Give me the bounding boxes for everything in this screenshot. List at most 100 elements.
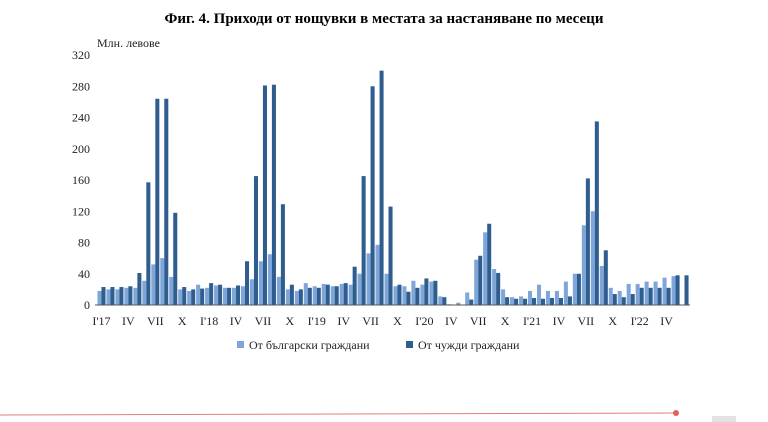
bar-foreign (567, 296, 572, 305)
bar-foreign (469, 299, 474, 305)
bar-foreign (110, 287, 115, 305)
bar-foreign (388, 206, 393, 305)
bar-foreign (316, 287, 321, 305)
bar-foreign (496, 272, 501, 305)
bar-foreign (253, 176, 259, 305)
bar-bulgarian (599, 265, 604, 305)
bar-foreign (352, 266, 357, 305)
bar-bulgarian (411, 280, 416, 305)
x-tick-label: X (501, 314, 510, 328)
bar-bulgarian (330, 286, 335, 305)
bar-bulgarian (420, 284, 425, 305)
bar-foreign (424, 278, 429, 305)
bar-foreign (289, 284, 294, 305)
bar-bulgarian (133, 287, 138, 305)
bar-foreign (343, 283, 348, 306)
bar-bulgarian (590, 211, 595, 305)
footer-line (0, 412, 677, 416)
bar-foreign (532, 297, 537, 305)
bar-bulgarian (160, 258, 165, 306)
y-tick-label: 320 (72, 48, 90, 62)
x-tick-label: IV (230, 314, 243, 328)
bar-foreign (173, 212, 178, 305)
bar-foreign (487, 223, 492, 305)
x-tick-label: VII (255, 314, 272, 328)
legend-label-foreign: От чужди граждани (418, 338, 520, 352)
x-tick-label: IV (445, 314, 458, 328)
bar-foreign (155, 98, 160, 305)
bar-bulgarian (617, 290, 622, 305)
bar-bulgarian (178, 289, 183, 306)
bar-bulgarian (644, 281, 649, 305)
bar-foreign (361, 176, 366, 305)
bar-foreign (478, 255, 483, 305)
bar-bulgarian (519, 296, 524, 305)
bar-foreign (191, 289, 196, 306)
x-tick-label: X (608, 314, 617, 328)
bar-bulgarian (124, 287, 129, 305)
bar-bulgarian (608, 287, 613, 305)
bar-foreign (549, 297, 555, 305)
x-tick-label: I'21 (523, 314, 541, 328)
bar-bulgarian (581, 225, 586, 305)
bar-foreign (101, 287, 106, 305)
y-tick-label: 40 (78, 267, 90, 281)
bar-bulgarian (662, 277, 667, 305)
bar-bulgarian (223, 287, 228, 305)
bar-bulgarian (545, 290, 550, 305)
legend-label-bulgarian: От български граждани (249, 338, 370, 352)
bar-foreign (648, 287, 653, 305)
x-tick-label: VII (470, 314, 487, 328)
bar-foreign (379, 70, 384, 306)
bar-bulgarian (429, 281, 434, 305)
bar-foreign (119, 287, 124, 305)
x-tick-label: I'19 (308, 314, 326, 328)
x-tick-label: X (286, 314, 295, 328)
bar-foreign (594, 121, 599, 305)
bar-bulgarian (671, 276, 676, 305)
bar-foreign (523, 298, 528, 305)
bar-bulgarian (563, 281, 568, 305)
y-axis-unit-label: Млн. левове (97, 36, 160, 50)
bar-bulgarian (267, 254, 272, 305)
bar-foreign (370, 86, 375, 305)
bar-foreign (128, 286, 133, 305)
bar-foreign (657, 287, 662, 305)
bar-bulgarian (294, 290, 299, 305)
bar-foreign (245, 261, 250, 305)
x-tick-label: IV (553, 314, 566, 328)
y-tick-label: 160 (72, 173, 90, 187)
legend-swatch-bulgarian (237, 341, 244, 348)
bar-bulgarian (187, 290, 192, 305)
bar-foreign (137, 272, 142, 305)
bar-bulgarian (510, 297, 515, 305)
bar-bulgarian (285, 289, 290, 306)
y-tick-label: 120 (72, 204, 90, 218)
bar-foreign (406, 291, 411, 305)
bar-bulgarian (393, 286, 398, 305)
bar-foreign (182, 287, 187, 305)
bar-bulgarian (312, 286, 317, 305)
bar-bulgarian (501, 289, 506, 306)
bar-foreign (280, 204, 285, 305)
bar-bulgarian (474, 259, 479, 305)
bar-foreign (639, 287, 644, 305)
bar-foreign (334, 286, 339, 305)
bar-foreign (585, 178, 590, 305)
x-tick-label: IV (660, 314, 673, 328)
bar-bulgarian (258, 261, 263, 305)
bar-bulgarian (653, 281, 658, 305)
bar-bulgarian (151, 264, 156, 306)
bar-foreign (558, 297, 563, 305)
bar-foreign (307, 287, 312, 305)
x-tick-label: VII (578, 314, 595, 328)
x-axis-ticks: I'17 IV VII X I'18 IV VII X I'19 IV VII X I'20 IV VII X… (92, 314, 673, 328)
bar-bulgarian (214, 285, 219, 305)
bar-foreign (433, 280, 438, 305)
bar-bulgarian (626, 283, 631, 305)
footer-dot (673, 410, 679, 416)
bar-bulgarian (357, 273, 362, 305)
bar-bulgarian (321, 283, 326, 305)
bar-bulgarian (635, 283, 640, 305)
x-tick-label: IV (122, 314, 135, 328)
